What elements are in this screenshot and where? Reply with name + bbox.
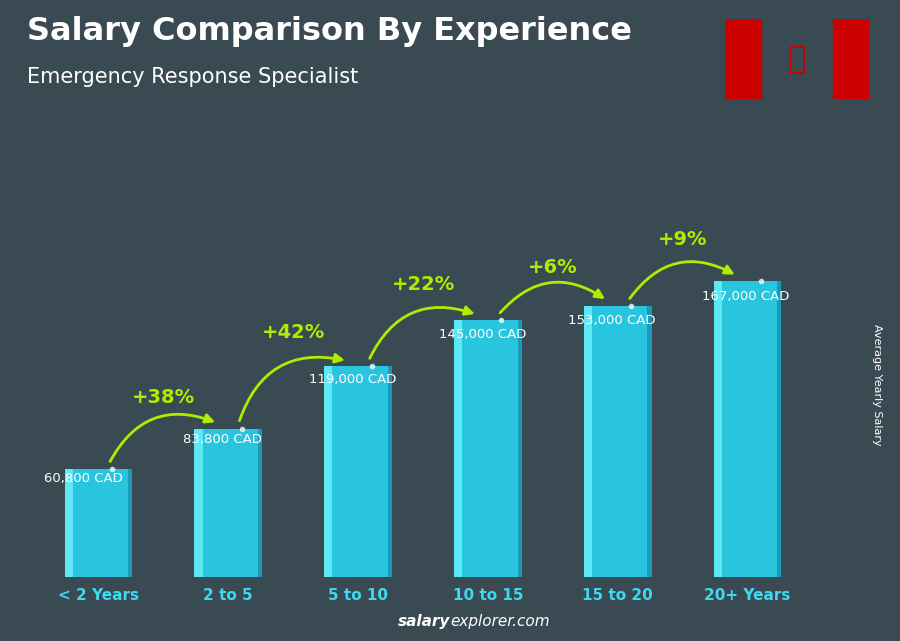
Bar: [584, 306, 652, 577]
Text: 🍁: 🍁: [788, 45, 806, 74]
Text: +42%: +42%: [262, 323, 325, 342]
Bar: [714, 281, 781, 577]
Text: +22%: +22%: [392, 274, 454, 294]
Text: 145,000 CAD: 145,000 CAD: [438, 328, 526, 341]
Bar: [194, 429, 262, 577]
Text: 83,800 CAD: 83,800 CAD: [183, 433, 262, 446]
Bar: [778, 281, 781, 577]
Text: Salary Comparison By Experience: Salary Comparison By Experience: [27, 16, 632, 47]
Bar: [388, 366, 392, 577]
Bar: [518, 320, 522, 577]
Text: Average Yearly Salary: Average Yearly Salary: [872, 324, 883, 445]
Text: 60,800 CAD: 60,800 CAD: [44, 472, 122, 485]
Bar: [454, 320, 522, 577]
Bar: [832, 19, 868, 99]
Bar: [258, 429, 262, 577]
Bar: [324, 366, 392, 577]
Text: +38%: +38%: [131, 388, 195, 407]
Text: +6%: +6%: [528, 258, 578, 277]
Bar: [454, 320, 463, 577]
Bar: [724, 19, 760, 99]
Text: +9%: +9%: [658, 230, 707, 249]
Text: 119,000 CAD: 119,000 CAD: [309, 372, 396, 385]
Text: explorer.com: explorer.com: [450, 615, 550, 629]
Bar: [647, 306, 652, 577]
Text: salary: salary: [398, 615, 450, 629]
Bar: [65, 469, 132, 577]
Bar: [194, 429, 202, 577]
Bar: [324, 366, 332, 577]
Bar: [65, 469, 73, 577]
Bar: [714, 281, 722, 577]
Text: 153,000 CAD: 153,000 CAD: [569, 314, 656, 327]
Bar: [584, 306, 592, 577]
Bar: [128, 469, 132, 577]
Text: Emergency Response Specialist: Emergency Response Specialist: [27, 67, 358, 87]
Text: 167,000 CAD: 167,000 CAD: [702, 290, 789, 303]
